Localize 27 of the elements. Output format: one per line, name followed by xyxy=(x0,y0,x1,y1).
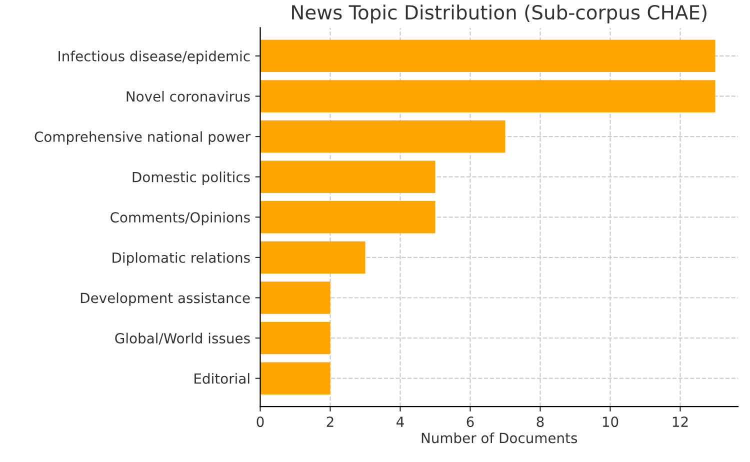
bar xyxy=(260,241,366,274)
bar xyxy=(260,201,436,234)
bar xyxy=(260,160,436,193)
y-tick-label: Infectious disease/epidemic xyxy=(58,50,250,64)
y-tick-label: Editorial xyxy=(194,373,250,384)
y-tick-label: Global/World issues xyxy=(115,332,250,345)
x-axis-title: Number of Documents xyxy=(422,432,578,444)
y-tick-label: Diplomatic relations xyxy=(112,252,250,266)
x-tick-label: 0 xyxy=(256,416,264,428)
bar xyxy=(260,282,330,314)
chart-title: News Topic Distribution (Sub-corpus CHAE) xyxy=(292,4,706,24)
y-tick-label: Domestic politics xyxy=(132,172,250,186)
y-tick-label: Development assistance xyxy=(80,292,250,306)
bar xyxy=(260,362,330,394)
y-tick-label: Comments/Opinions xyxy=(110,212,250,226)
bar xyxy=(260,80,716,112)
x-tick-label: 12 xyxy=(672,416,688,427)
y-tick-label: Novel coronavirus xyxy=(126,90,250,102)
bar xyxy=(260,120,506,153)
x-tick-label: 2 xyxy=(326,416,334,427)
bar xyxy=(260,322,330,354)
x-tick-label: 4 xyxy=(396,416,404,427)
x-tick-label: 8 xyxy=(536,416,544,428)
x-tick-label: 6 xyxy=(466,416,474,428)
y-tick-label: Comprehensive national power xyxy=(34,131,251,145)
x-tick-label: 10 xyxy=(602,416,618,428)
bar xyxy=(260,40,716,72)
